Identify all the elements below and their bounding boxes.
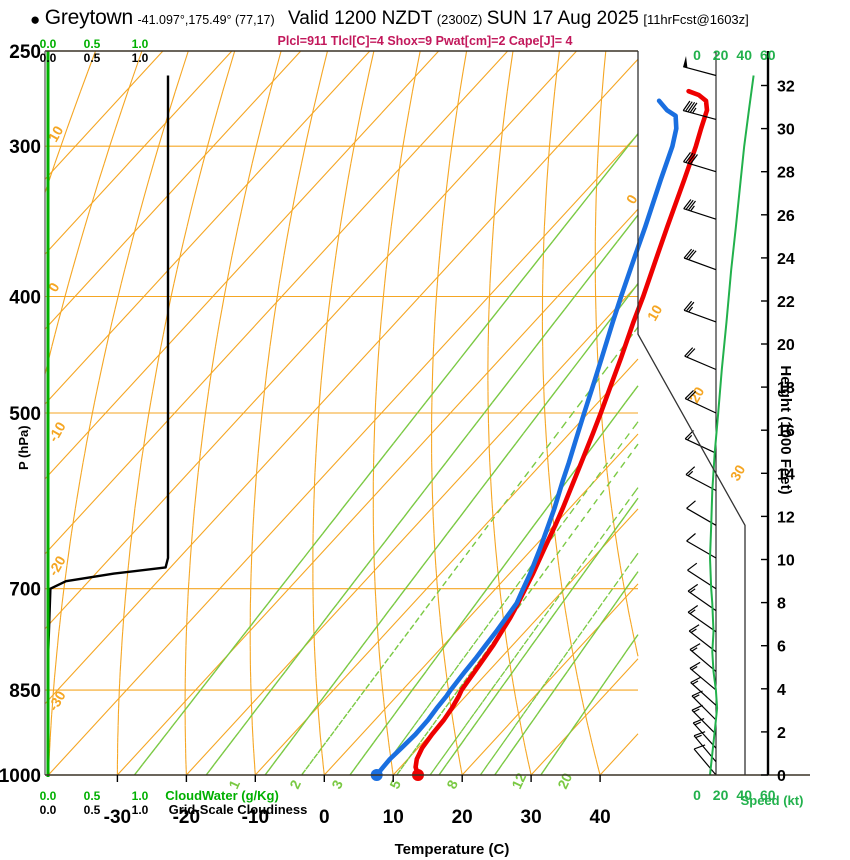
svg-text:1.0: 1.0 — [132, 803, 149, 817]
svg-text:Height (1000 Feet): Height (1000 Feet) — [777, 365, 794, 494]
svg-text:12: 12 — [777, 509, 795, 526]
svg-text:20: 20 — [686, 384, 708, 406]
wind-barb-panel — [682, 51, 717, 776]
stability-parameters: Plcl=911 Tlcl[C]=4 Shox=9 Pwat[cm]=2 Cap… — [277, 34, 573, 48]
svg-text:30: 30 — [727, 462, 749, 484]
svg-text:4: 4 — [777, 682, 786, 699]
svg-text:20: 20 — [777, 337, 795, 354]
svg-text:40: 40 — [736, 47, 752, 63]
svg-text:700: 700 — [9, 580, 41, 601]
svg-text:0: 0 — [693, 47, 701, 63]
svg-text:10: 10 — [644, 302, 666, 324]
svg-text:0: 0 — [693, 787, 701, 803]
svg-text:24: 24 — [777, 251, 795, 268]
svg-text:-20: -20 — [173, 807, 200, 828]
station-coordinates: -41.097°,175.49° (77,17) — [137, 13, 275, 27]
svg-text:850: 850 — [9, 681, 41, 702]
svg-text:0.5: 0.5 — [84, 51, 101, 65]
svg-text:Grid-Scale Cloudiness: Grid-Scale Cloudiness — [169, 802, 308, 817]
svg-text:3: 3 — [328, 777, 346, 791]
svg-text:8: 8 — [443, 777, 461, 791]
svg-text:250: 250 — [9, 42, 41, 63]
svg-text:400: 400 — [9, 287, 41, 308]
svg-text:14: 14 — [777, 466, 795, 483]
svg-text:26: 26 — [777, 208, 795, 225]
station-bullet-icon: ● — [30, 9, 41, 29]
svg-text:12: 12 — [508, 770, 529, 791]
svg-text:500: 500 — [9, 404, 41, 425]
svg-text:-30: -30 — [104, 807, 131, 828]
svg-text:16: 16 — [777, 423, 795, 440]
svg-text:6: 6 — [777, 639, 786, 656]
svg-text:CloudWater (g/Kg): CloudWater (g/Kg) — [165, 788, 279, 803]
valid-time-zulu: (2300Z) — [436, 12, 483, 27]
svg-text:8: 8 — [777, 596, 786, 613]
svg-text:0.0: 0.0 — [40, 37, 57, 51]
svg-text:20: 20 — [713, 47, 729, 63]
svg-text:1.0: 1.0 — [132, 51, 149, 65]
svg-text:60: 60 — [760, 47, 776, 63]
svg-text:22: 22 — [777, 294, 795, 311]
svg-text:-10: -10 — [242, 807, 269, 828]
svg-text:2: 2 — [286, 777, 304, 791]
forecast-lead: [11hrFcst@1603z] — [643, 12, 749, 27]
svg-text:20: 20 — [452, 807, 473, 828]
svg-text:0: 0 — [777, 768, 786, 785]
valid-date: SUN 17 Aug 2025 — [486, 8, 639, 29]
svg-text:30: 30 — [521, 807, 542, 828]
isobar-lines — [45, 50, 638, 776]
valid-time: Valid 1200 NZDT — [287, 8, 433, 29]
svg-text:1000: 1000 — [0, 766, 41, 787]
svg-text:30: 30 — [777, 122, 795, 139]
svg-text:0.0: 0.0 — [40, 803, 57, 817]
svg-text:10: 10 — [777, 553, 795, 570]
svg-text:40: 40 — [590, 807, 611, 828]
svg-text:0.0: 0.0 — [40, 51, 57, 65]
cloudiness-profile — [46, 51, 170, 777]
svg-text:0.5: 0.5 — [84, 37, 101, 51]
svg-text:0.5: 0.5 — [84, 803, 101, 817]
svg-text:18: 18 — [777, 380, 795, 397]
mixing-ratio-lines — [133, 133, 639, 776]
svg-text:2: 2 — [777, 725, 786, 742]
svg-text:300: 300 — [9, 137, 41, 158]
svg-text:10: 10 — [383, 807, 404, 828]
header: ● Greytown -41.097°,175.49° (77,17) Vali… — [0, 6, 850, 32]
svg-text:10: 10 — [45, 123, 67, 145]
svg-text:5: 5 — [386, 777, 404, 791]
svg-text:Speed (kt): Speed (kt) — [741, 793, 804, 808]
svg-text:32: 32 — [777, 79, 795, 96]
svg-text:40: 40 — [736, 787, 752, 803]
svg-text:Temperature (C): Temperature (C) — [395, 841, 510, 858]
svg-text:60: 60 — [760, 787, 776, 803]
svg-text:1.0: 1.0 — [132, 37, 149, 51]
svg-text:0.5: 0.5 — [84, 789, 101, 803]
svg-text:28: 28 — [777, 165, 795, 182]
station-name: Greytown — [44, 6, 133, 29]
svg-text:20: 20 — [554, 770, 575, 791]
wind-speed-profile — [708, 75, 755, 776]
svg-text:0: 0 — [319, 807, 330, 828]
svg-text:20: 20 — [713, 787, 729, 803]
svg-text:1.0: 1.0 — [132, 789, 149, 803]
svg-text:0.0: 0.0 — [40, 789, 57, 803]
